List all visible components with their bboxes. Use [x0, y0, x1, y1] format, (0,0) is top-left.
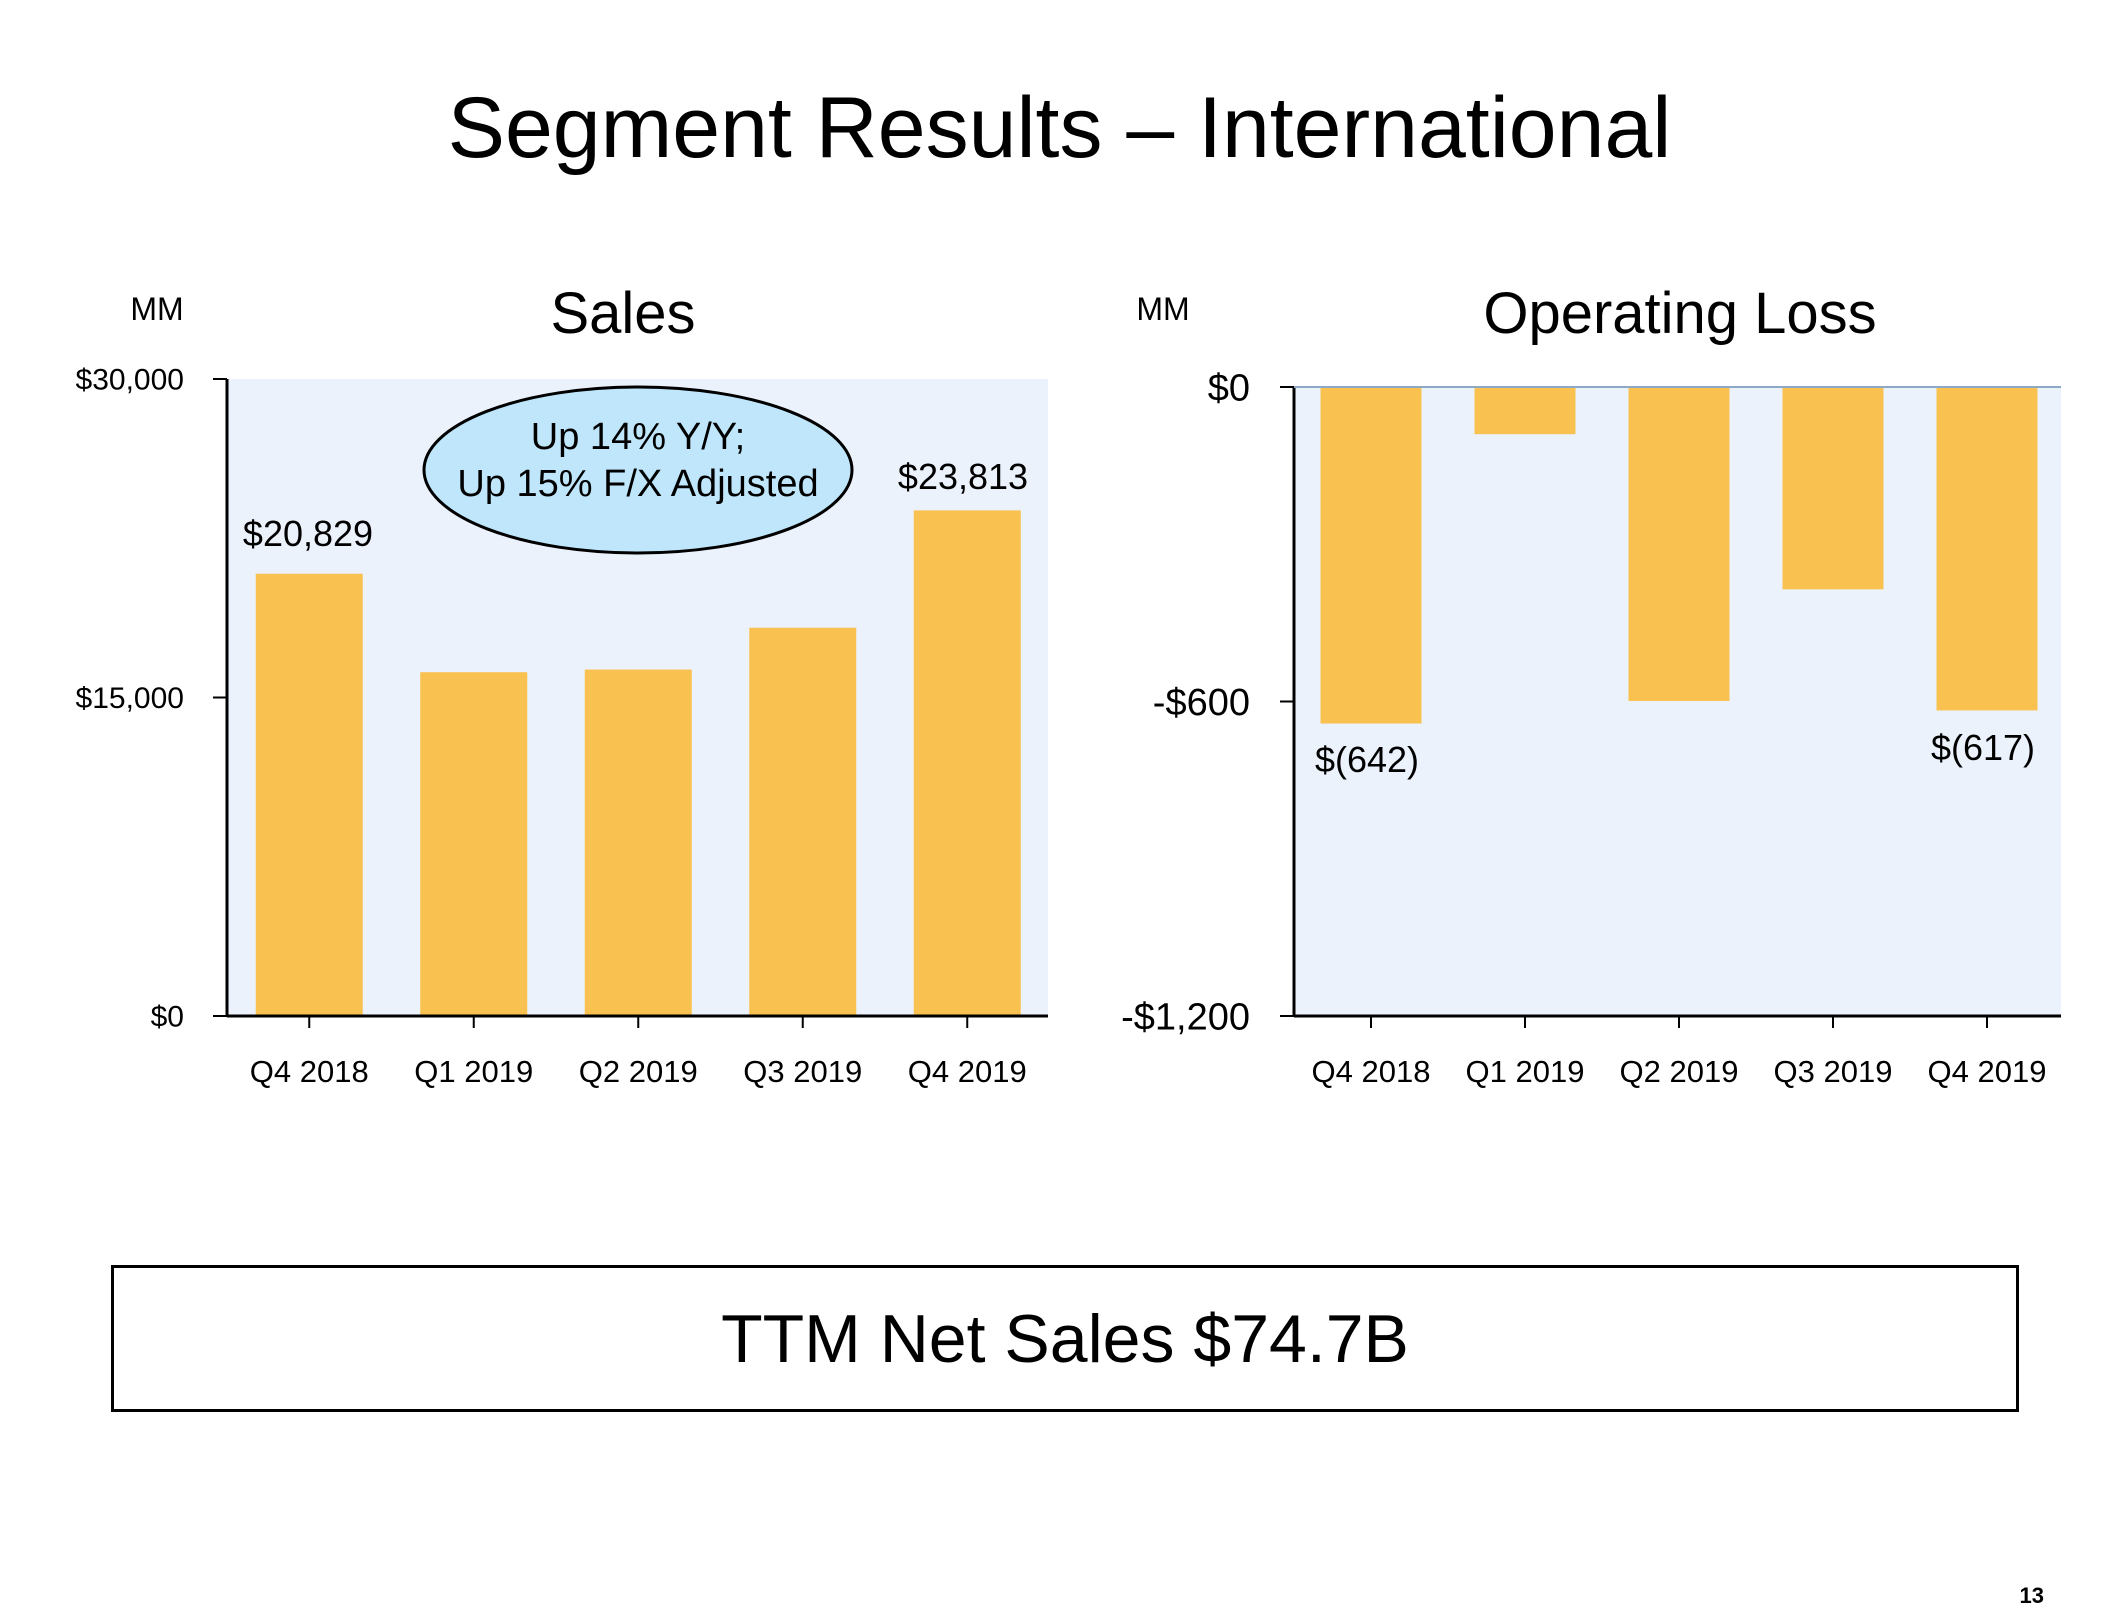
y-tick-label: $0: [1208, 367, 1250, 409]
y-tick-label: -$1,200: [1121, 996, 1250, 1038]
unit-label: MM: [1136, 291, 1189, 327]
bar-q4-2018: [1320, 387, 1422, 724]
growth-callout-text: Up 14% Y/Y; Up 15% F/X Adjusted: [423, 414, 853, 508]
unit-label: MM: [130, 291, 183, 327]
bar-q2-2019: [584, 669, 692, 1016]
bar-q1-2019: [420, 672, 528, 1016]
x-tick-label: Q1 2019: [1466, 1054, 1585, 1089]
data-label: $(617): [1931, 727, 2035, 768]
ttm-summary-text: TTM Net Sales $74.7B: [721, 1300, 1409, 1377]
x-tick-label: Q1 2019: [414, 1054, 533, 1089]
callout-line-2: Up 15% F/X Adjusted: [457, 463, 819, 505]
x-tick-label: Q3 2019: [743, 1054, 862, 1089]
data-label: $(642): [1315, 739, 1419, 780]
x-tick-label: Q2 2019: [1620, 1054, 1739, 1089]
slide-title: Segment Results – International: [447, 80, 1672, 176]
y-tick-label: $15,000: [76, 682, 184, 715]
bar-q3-2019: [749, 627, 857, 1016]
x-tick-label: Q4 2019: [1928, 1054, 2047, 1089]
chart-title: Sales: [550, 281, 695, 346]
y-tick-label: $0: [151, 1001, 184, 1034]
bar-q3-2019: [1782, 387, 1884, 590]
x-tick-label: Q4 2018: [1312, 1054, 1431, 1089]
chart-title: Operating Loss: [1483, 281, 1876, 346]
page-number: 13: [2019, 1583, 2044, 1608]
bar-q1-2019: [1474, 387, 1576, 435]
callout-line-1: Up 14% Y/Y;: [530, 416, 746, 458]
x-tick-label: Q3 2019: [1774, 1054, 1893, 1089]
bar-q4-2018: [255, 573, 363, 1016]
data-label: $20,829: [243, 513, 373, 554]
y-tick-label: -$600: [1153, 682, 1250, 724]
ttm-summary-box: TTM Net Sales $74.7B: [111, 1265, 2019, 1412]
x-tick-label: Q4 2018: [250, 1054, 369, 1089]
bar-q2-2019: [1628, 387, 1730, 701]
x-tick-label: Q2 2019: [579, 1054, 698, 1089]
bar-q4-2019: [1936, 387, 2038, 711]
x-tick-label: Q4 2019: [908, 1054, 1027, 1089]
y-tick-label: $30,000: [76, 364, 184, 397]
bar-q4-2019: [913, 510, 1021, 1016]
growth-callout-ellipse: [422, 385, 854, 555]
data-label: $23,813: [898, 456, 1028, 497]
